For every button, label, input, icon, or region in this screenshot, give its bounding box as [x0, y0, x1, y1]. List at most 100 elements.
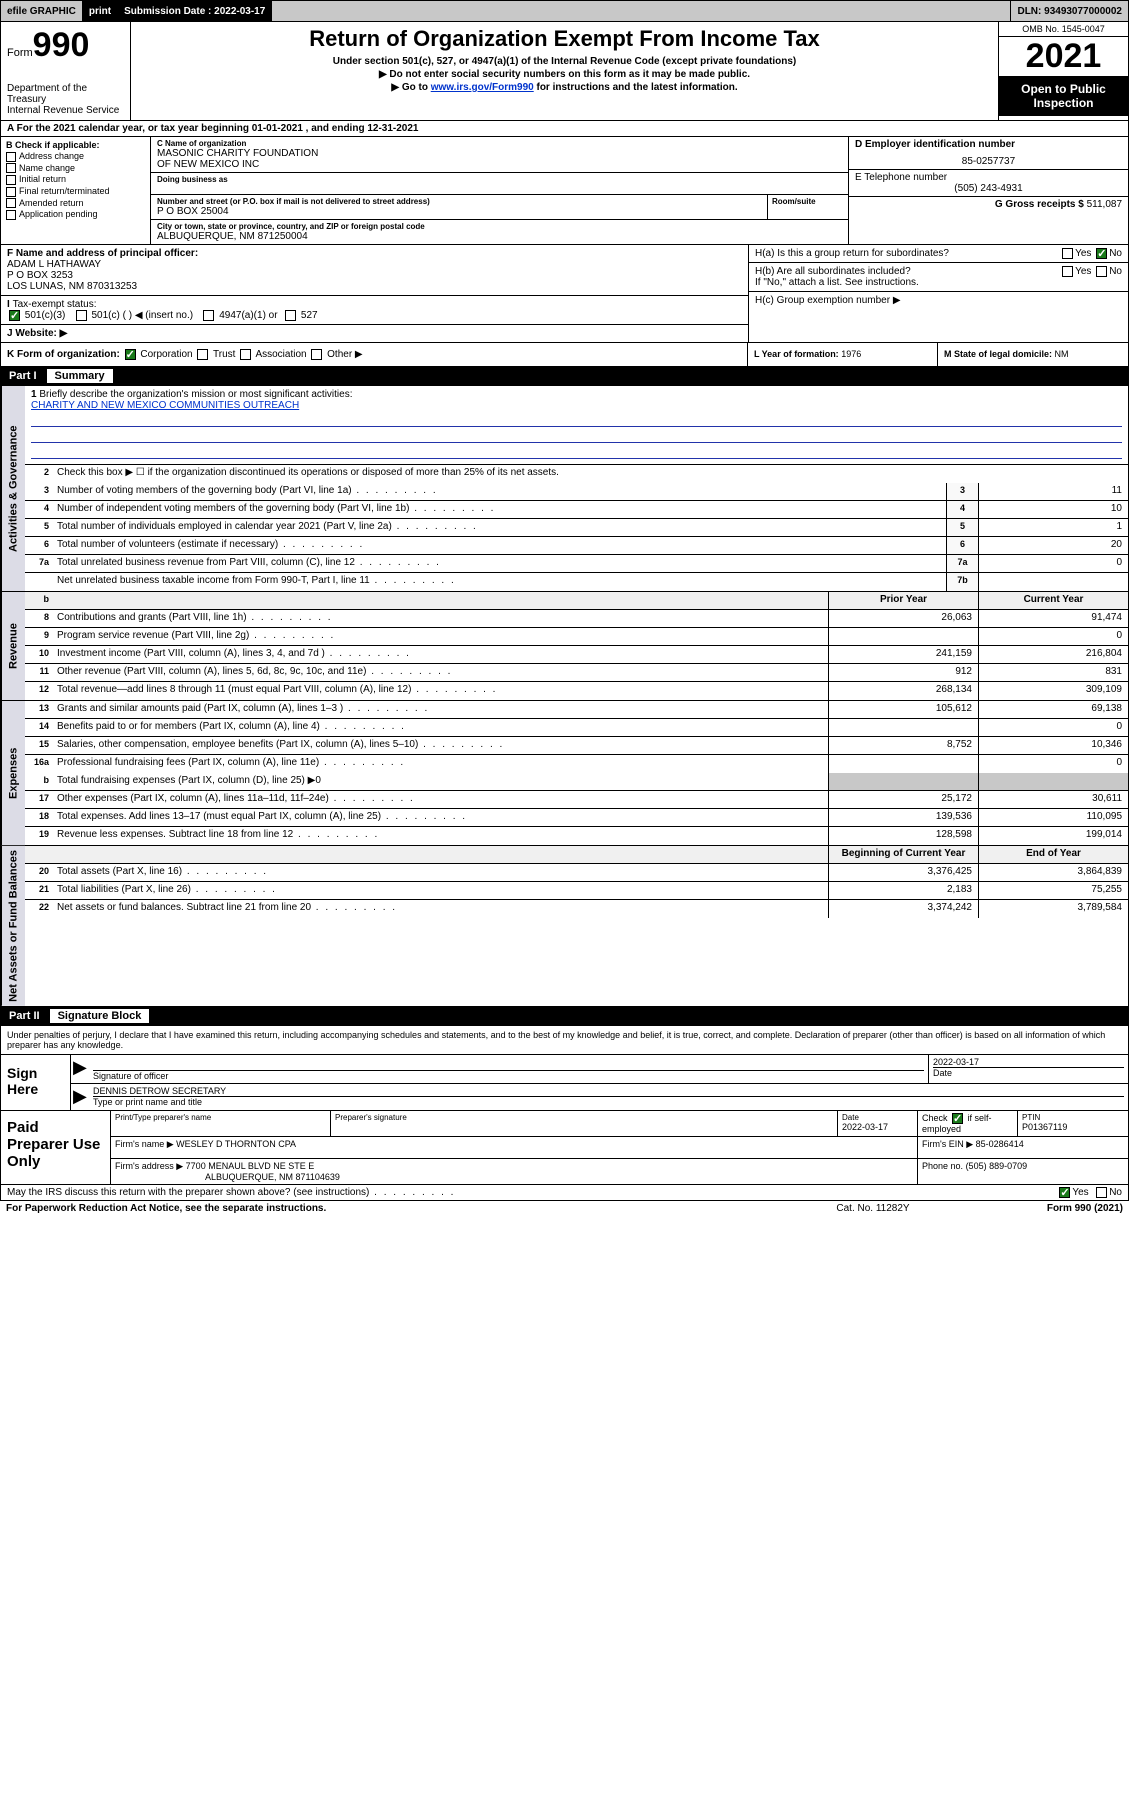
- box-b-title: B Check if applicable:: [6, 140, 100, 150]
- h-c: H(c) Group exemption number ▶: [749, 292, 1128, 309]
- mission-text[interactable]: CHARITY AND NEW MEXICO COMMUNITIES OUTRE…: [31, 400, 299, 411]
- addr-label: Number and street (or P.O. box if mail i…: [157, 197, 761, 206]
- efile-topbar: efile GRAPHIC print Submission Date : 20…: [0, 0, 1129, 22]
- subtitle-2: Do not enter social security numbers on …: [139, 69, 990, 80]
- sig-arrow-icon-2: ▶: [71, 1084, 89, 1110]
- chk-501c[interactable]: [76, 310, 87, 321]
- box-m: M State of legal domicile: NM: [938, 343, 1128, 366]
- summary-line: 12Total revenue—add lines 8 through 11 (…: [25, 682, 1128, 700]
- summary-line: 16aProfessional fundraising fees (Part I…: [25, 755, 1128, 773]
- chk-corp[interactable]: [125, 349, 136, 360]
- efile-label: efile GRAPHIC: [1, 1, 83, 21]
- box-b-option[interactable]: Application pending: [6, 209, 145, 220]
- prep-name-label: Print/Type preparer's name: [115, 1113, 326, 1122]
- vtab-governance: Activities & Governance: [1, 386, 25, 591]
- officer-name-label: Type or print name and title: [93, 1097, 202, 1107]
- vtab-net: Net Assets or Fund Balances: [1, 846, 25, 1006]
- chk-other[interactable]: [311, 349, 322, 360]
- eoy-header: End of Year: [978, 846, 1128, 863]
- summary-line: 14Benefits paid to or for members (Part …: [25, 719, 1128, 737]
- part2-num: Part II: [7, 1010, 50, 1022]
- prep-date: 2022-03-17: [842, 1122, 913, 1132]
- summary-line: 20Total assets (Part X, line 16)3,376,42…: [25, 864, 1128, 882]
- subtitle-1: Under section 501(c), 527, or 4947(a)(1)…: [139, 56, 990, 67]
- box-b-option[interactable]: Address change: [6, 151, 145, 162]
- summary-line: 22Net assets or fund balances. Subtract …: [25, 900, 1128, 918]
- firm-ein: 85-0286414: [976, 1139, 1024, 1149]
- chk-trust[interactable]: [197, 349, 208, 360]
- irs-link[interactable]: www.irs.gov/Form990: [431, 82, 534, 93]
- box-b-option[interactable]: Name change: [6, 163, 145, 174]
- line-2: 2 Check this box ▶ ☐ if the organization…: [25, 465, 1128, 483]
- chk-hb-no[interactable]: [1096, 266, 1107, 277]
- pra-notice: For Paperwork Reduction Act Notice, see …: [6, 1203, 773, 1214]
- l16b-py: [828, 773, 978, 790]
- dba-label: Doing business as: [157, 175, 842, 184]
- website-label: Website: ▶: [15, 328, 67, 339]
- section-governance: Activities & Governance 1 Briefly descri…: [0, 386, 1129, 592]
- form-prefix: Form: [7, 47, 33, 59]
- boy-header: Beginning of Current Year: [828, 846, 978, 863]
- vtab-expenses: Expenses: [1, 701, 25, 845]
- tax-status-label: Tax-exempt status:: [13, 299, 97, 310]
- firm-phone-label: Phone no.: [922, 1161, 963, 1171]
- ein-label: D Employer identification number: [855, 139, 1122, 150]
- chk-4947[interactable]: [203, 310, 214, 321]
- chk-501c3[interactable]: [9, 310, 20, 321]
- chk-discuss-yes[interactable]: [1059, 1187, 1070, 1198]
- box-b-option[interactable]: Initial return: [6, 174, 145, 185]
- form-title: Return of Organization Exempt From Incom…: [139, 26, 990, 52]
- firm-addr2: ALBUQUERQUE, NM 871104639: [115, 1172, 340, 1182]
- chk-ha-yes[interactable]: [1062, 248, 1073, 259]
- box-c: C Name of organization MASONIC CHARITY F…: [151, 137, 848, 244]
- row-a-taxyear: A For the 2021 calendar year, or tax yea…: [0, 121, 1129, 137]
- box-f: F Name and address of principal officer:…: [1, 245, 748, 296]
- rev-col-header: b Prior Year Current Year: [25, 592, 1128, 610]
- section-revenue: Revenue b Prior Year Current Year 8Contr…: [0, 592, 1129, 701]
- dln: DLN: 93493077000002: [1011, 1, 1128, 21]
- officer-addr2: LOS LUNAS, NM 870313253: [7, 281, 137, 292]
- dept-treasury: Department of the Treasury: [7, 83, 124, 105]
- sig-arrow-icon: ▶: [71, 1055, 89, 1083]
- print-button[interactable]: print: [83, 1, 118, 21]
- chk-assoc[interactable]: [240, 349, 251, 360]
- dept-irs: Internal Revenue Service: [7, 105, 124, 116]
- summary-line: 9Program service revenue (Part VIII, lin…: [25, 628, 1128, 646]
- summary-line: 11Other revenue (Part VIII, column (A), …: [25, 664, 1128, 682]
- city-value: ALBUQUERQUE, NM 871250004: [157, 231, 842, 242]
- firm-phone: (505) 889-0709: [966, 1161, 1028, 1171]
- box-d: D Employer identification number 85-0257…: [848, 137, 1128, 244]
- chk-discuss-no[interactable]: [1096, 1187, 1107, 1198]
- part1-title: Summary: [47, 369, 113, 383]
- open-public: Open to PublicInspection: [999, 76, 1128, 116]
- officer-name: ADAM L HATHAWAY: [7, 259, 101, 270]
- firm-ein-label: Firm's EIN ▶: [922, 1139, 973, 1149]
- summary-line: 4Number of independent voting members of…: [25, 501, 1128, 519]
- paid-preparer-block: Paid Preparer Use Only Print/Type prepar…: [0, 1111, 1129, 1185]
- chk-hb-yes[interactable]: [1062, 266, 1073, 277]
- goto-post: for instructions and the latest informat…: [534, 82, 738, 93]
- section-expenses: Expenses 13Grants and similar amounts pa…: [0, 701, 1129, 846]
- summary-line: 21Total liabilities (Part X, line 26)2,1…: [25, 882, 1128, 900]
- chk-ha-no[interactable]: [1096, 248, 1107, 259]
- firm-name-label: Firm's name ▶: [115, 1139, 174, 1149]
- h-a: H(a) Is this a group return for subordin…: [749, 245, 1128, 263]
- officer-typed-name: DENNIS DETROW SECRETARY: [93, 1086, 1124, 1097]
- box-i: I Tax-exempt status: 501(c)(3) 501(c) ( …: [1, 296, 748, 325]
- firm-addr1: 7700 MENAUL BLVD NE STE E: [186, 1161, 315, 1171]
- box-h: H(a) Is this a group return for subordin…: [748, 245, 1128, 342]
- gross-value: 511,087: [1087, 199, 1122, 210]
- row-klm: K Form of organization: Corporation Trus…: [0, 343, 1129, 367]
- box-b-option[interactable]: Final return/terminated: [6, 186, 145, 197]
- box-k: K Form of organization: Corporation Trus…: [1, 343, 748, 366]
- box-b-option[interactable]: Amended return: [6, 198, 145, 209]
- org-name-label: C Name of organization: [157, 139, 842, 148]
- form-number: Form990: [7, 26, 124, 65]
- summary-line: 3Number of voting members of the governi…: [25, 483, 1128, 501]
- box-b: B Check if applicable: Address changeNam…: [1, 137, 151, 244]
- chk-self-employed[interactable]: [952, 1113, 963, 1124]
- phone-label: E Telephone number: [855, 172, 1122, 183]
- chk-527[interactable]: [285, 310, 296, 321]
- gross-label: G Gross receipts $: [995, 199, 1084, 210]
- summary-line: 5Total number of individuals employed in…: [25, 519, 1128, 537]
